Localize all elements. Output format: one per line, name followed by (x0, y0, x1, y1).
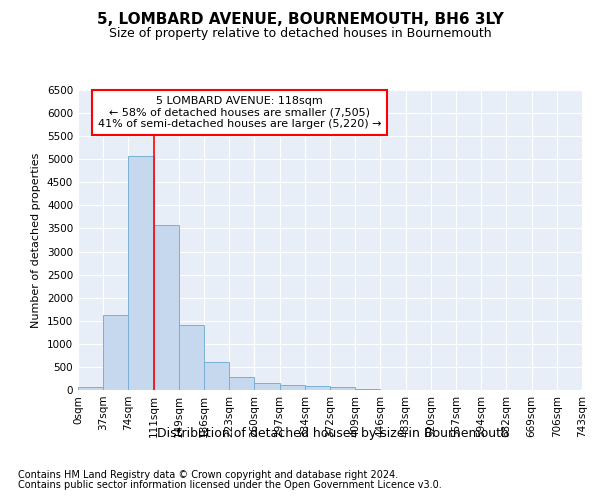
Bar (355, 388, 380, 390)
Bar (254, 383, 280, 390)
Bar (330, 388, 355, 390)
Text: Contains public sector information licensed under the Open Government Licence v3: Contains public sector information licen… (18, 480, 442, 490)
Text: Size of property relative to detached houses in Bournemouth: Size of property relative to detached ho… (109, 28, 491, 40)
Text: Distribution of detached houses by size in Bournemouth: Distribution of detached houses by size … (157, 428, 509, 440)
Text: 5, LOMBARD AVENUE, BOURNEMOUTH, BH6 3LY: 5, LOMBARD AVENUE, BOURNEMOUTH, BH6 3LY (97, 12, 503, 28)
Bar (128, 156, 154, 390)
Bar (179, 326, 204, 390)
Text: 5 LOMBARD AVENUE: 118sqm
← 58% of detached houses are smaller (7,505)
41% of sem: 5 LOMBARD AVENUE: 118sqm ← 58% of detach… (98, 96, 381, 129)
Bar (280, 384, 305, 390)
Bar (204, 362, 229, 390)
Bar (78, 387, 103, 390)
Y-axis label: Number of detached properties: Number of detached properties (31, 152, 41, 328)
Bar (103, 315, 128, 390)
Bar (305, 386, 330, 390)
Bar (229, 376, 254, 390)
Text: Contains HM Land Registry data © Crown copyright and database right 2024.: Contains HM Land Registry data © Crown c… (18, 470, 398, 480)
Bar (154, 225, 179, 390)
